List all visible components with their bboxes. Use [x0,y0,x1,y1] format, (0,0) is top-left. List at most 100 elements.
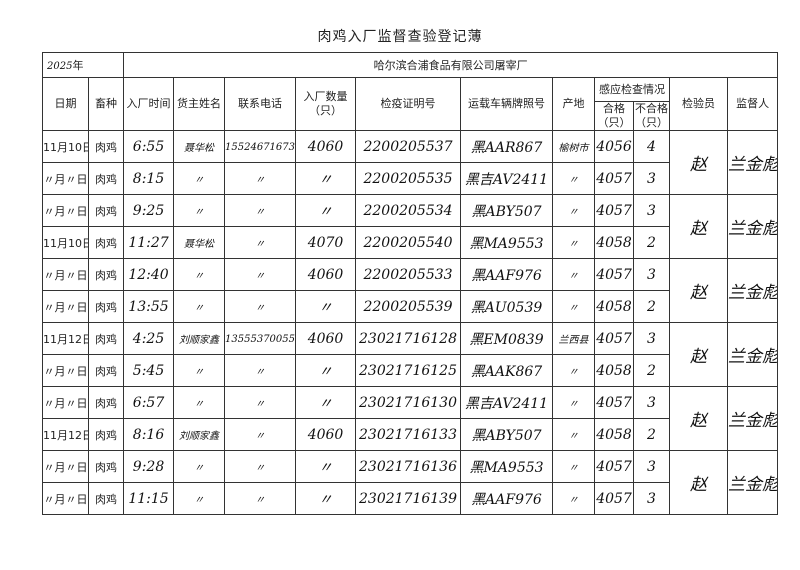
pass-value: 4057 [596,170,632,187]
year-cell: 2025年 [41,52,125,78]
quantity-value: 〃 [318,203,333,220]
date-value: 11月10日 [43,140,89,154]
inspector-signature: 赵 [669,450,729,515]
cell-pass: 4058 [594,354,635,387]
origin-value: 〃 [568,367,579,378]
time-value: 9:28 [132,458,165,475]
cert-value: 23021716136 [359,458,457,475]
cell-phone: 〃 [224,162,297,195]
cell-fail: 3 [633,386,671,419]
header-owner: 货主姓名 [173,77,226,131]
header-inspection: 感应检查情况 [594,77,671,102]
species-value: 肉鸡 [95,396,117,410]
cell-owner: 〃 [173,258,226,291]
cell-plate: 黑AAF976 [460,482,554,515]
table-row: 11月10日 肉鸡 11:27 聂华松 〃 4070 2200205540 黑MA9553 〃 4… [42,226,778,259]
phone-value: 〃 [255,431,266,442]
pass-value: 4058 [596,234,632,251]
pass-value: 4057 [596,330,632,347]
cell-pass: 4057 [594,258,635,291]
header-species: 畜种 [87,77,125,131]
cell-date: 〃月〃日 [42,482,89,515]
quantity-value: 〃 [318,171,333,188]
cell-phone: 15524671673 [224,130,297,163]
plate-value: 黑吉AV2411 [464,171,549,188]
plate-value: 黑AAF976 [471,267,542,284]
cell-time: 8:16 [123,418,175,451]
supervisor-signature-text: 兰金彪 [728,347,778,367]
table-row: 〃月〃日 肉鸡 9:28 〃〃〃 23021716136 黑MA9553 〃 4057 3 赵兰金… [42,450,779,515]
cell-pass: 4058 [594,226,635,259]
cell-species: 肉鸡 [87,130,125,163]
supervisor-signature: 兰金彪 [727,386,779,451]
origin-value: 〃 [568,175,579,186]
cert-value: 2200205540 [363,234,453,251]
table-row: 11月10日 肉鸡 6:55 聂华松 15524671673 4060 2200205537… [42,130,779,195]
owner-value: 〃 [194,399,205,410]
company-name: 哈尔滨合浦食品有限公司屠宰厂 [123,52,779,78]
cell-time: 11:27 [123,226,175,259]
cell-species: 肉鸡 [87,354,125,387]
header-date: 日期 [42,77,89,131]
quantity-value: 〃 [318,491,333,508]
inspector-signature-text: 赵 [690,155,708,175]
cell-quantity: 〃 [295,482,357,515]
origin-value: 〃 [568,431,579,442]
cell-quantity: 4070 [295,226,357,259]
cell-date: 〃月〃日 [42,194,89,227]
cert-value: 23021716125 [359,362,457,379]
date-value: 〃月〃日 [43,396,88,410]
cell-cert: 2200205534 [355,194,462,227]
cell-plate: 黑吉AV2411 [460,386,554,419]
cell-quantity: 〃 [295,194,357,227]
inspector-signature: 赵 [669,258,729,323]
origin-value: 〃 [568,271,579,282]
cell-plate: 黑AAK867 [460,354,554,387]
cell-species: 肉鸡 [87,226,125,259]
cell-date: 〃月〃日 [42,450,89,483]
cell-plate: 黑ABY507 [460,418,554,451]
species-value: 肉鸡 [95,300,117,314]
fail-value: 4 [647,138,656,155]
time-value: 5:45 [132,362,165,379]
cell-origin: 〃 [552,162,596,195]
table-body: 11月10日 肉鸡 6:55 聂华松 15524671673 4060 2200205537… [42,130,779,515]
cell-pass: 4057 [594,162,635,195]
cell-time: 6:57 [123,386,175,419]
cell-pass: 4057 [594,450,635,483]
time-value: 8:16 [132,426,165,443]
cell-time: 4:25 [123,322,175,355]
quantity-value: 4060 [307,330,344,347]
pass-value: 4057 [596,458,632,475]
species-value: 肉鸡 [95,428,117,442]
cell-species: 肉鸡 [87,290,125,323]
cell-pass: 4057 [594,194,635,227]
cell-quantity: 〃 [295,354,357,387]
cell-cert: 2200205535 [355,162,462,195]
header-quantity: 入厂数量（只） [295,77,357,131]
cell-origin: 〃 [552,418,596,451]
supervisor-signature: 兰金彪 [727,130,779,195]
cell-origin: 〃 [552,482,596,515]
cell-pass: 4057 [594,386,635,419]
plate-value: 黑AAK867 [470,363,543,380]
cell-cert: 2200205539 [355,290,462,323]
cell-fail: 3 [633,322,671,355]
cell-origin: 榆树市 [552,130,596,163]
fail-value: 3 [647,490,656,507]
cell-pass: 4058 [594,290,635,323]
cell-plate: 黑AAR867 [460,130,554,163]
supervisor-signature-text: 兰金彪 [728,155,778,175]
cell-species: 肉鸡 [87,418,125,451]
quantity-value: 〃 [318,363,333,380]
cell-owner: 聂华松 [173,130,226,163]
cell-owner: 〃 [173,386,226,419]
plate-value: 黑ABY507 [471,203,542,220]
cell-phone: 〃 [224,354,297,387]
cell-cert: 23021716128 [355,322,462,355]
cert-value: 2200205539 [363,298,453,315]
inspector-signature-text: 赵 [690,219,708,239]
owner-value: 〃 [194,303,205,314]
cell-owner: 刘顺家鑫 [173,418,226,451]
origin-value: 兰西县 [558,335,589,346]
